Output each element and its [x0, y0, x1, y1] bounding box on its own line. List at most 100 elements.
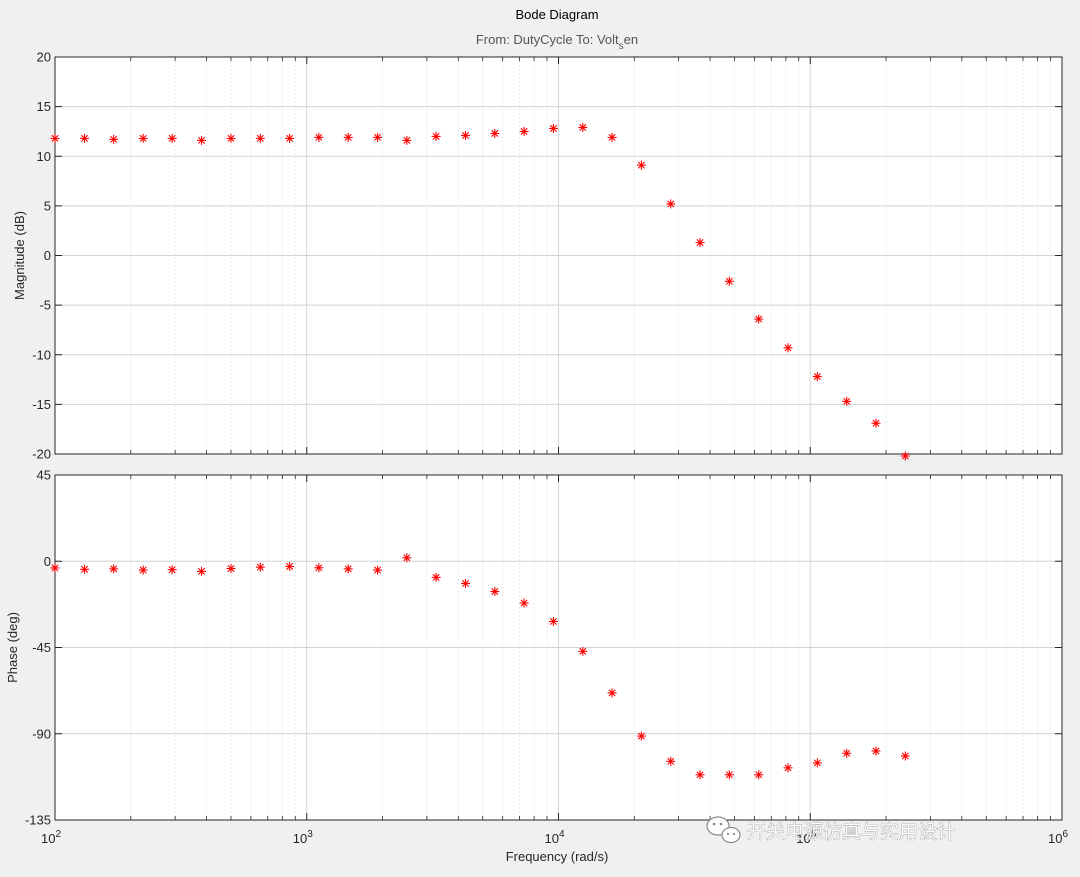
data-point [636, 160, 646, 170]
y-tick-label: -5 [39, 298, 51, 313]
data-point [80, 133, 90, 143]
axes-frame [54, 474, 1063, 821]
y-axis-label: Phase (deg) [5, 612, 20, 683]
data-series [50, 553, 910, 780]
data-point [314, 563, 324, 573]
y-tick-labels: -135 -90 -45 0 45 [25, 468, 51, 828]
data-point [50, 563, 60, 573]
axes-frame [54, 56, 1063, 455]
y-tick-label: 0 [44, 554, 51, 569]
data-point [695, 238, 705, 248]
data-point [724, 276, 734, 286]
data-point [343, 564, 353, 574]
data-point [548, 616, 558, 626]
watermark: 开关电源仿真与实用设计 [706, 816, 956, 844]
data-point [50, 133, 60, 143]
data-point [80, 564, 90, 574]
y-tick-label: 15 [37, 99, 51, 114]
data-point [138, 565, 148, 575]
y-tick-label: -20 [32, 447, 51, 462]
data-point [109, 134, 119, 144]
x-tick-label: 106 [1048, 829, 1068, 846]
data-point [548, 123, 558, 133]
data-point [197, 566, 207, 576]
data-point [197, 135, 207, 145]
data-point [783, 343, 793, 353]
subtitle-subscript: s [619, 41, 624, 52]
data-point [373, 132, 383, 142]
data-point [167, 133, 177, 143]
x-tick-label: 105 [796, 829, 816, 846]
data-point [607, 132, 617, 142]
y-tick-label: -45 [32, 640, 51, 655]
y-tick-label: 20 [37, 50, 51, 65]
x-axis-label: Frequency (rad/s) [506, 849, 609, 864]
data-point [402, 553, 412, 563]
subtitle-suffix: en [624, 32, 638, 47]
data-point [431, 131, 441, 141]
data-point [695, 770, 705, 780]
data-point [842, 396, 852, 406]
data-point [871, 418, 881, 428]
x-tick-label: 103 [293, 829, 313, 846]
data-point [460, 130, 470, 140]
data-point [460, 578, 470, 588]
y-tick-label: -15 [32, 397, 51, 412]
data-point [519, 598, 529, 608]
data-point [167, 565, 177, 575]
data-point [255, 133, 265, 143]
y-tick-label: 45 [37, 468, 51, 483]
data-point [490, 128, 500, 138]
data-point [255, 562, 265, 572]
data-point [578, 122, 588, 132]
subtitle-main: From: DutyCycle To: Volt [476, 32, 619, 47]
data-point [109, 564, 119, 574]
data-series [50, 122, 910, 461]
data-point [519, 126, 529, 136]
data-point [900, 751, 910, 761]
chart-title: Bode Diagram [515, 7, 598, 22]
data-point [724, 770, 734, 780]
data-point [226, 133, 236, 143]
data-point [754, 314, 764, 324]
data-point [578, 646, 588, 656]
y-tick-label: 5 [44, 198, 51, 213]
data-point [842, 748, 852, 758]
data-point [666, 199, 676, 209]
data-point [402, 135, 412, 145]
data-point [900, 451, 910, 461]
data-point [314, 132, 324, 142]
wechat-icon [706, 816, 741, 844]
data-point [138, 133, 148, 143]
chart-subtitle: From: DutyCycle To: Voltsen [476, 32, 638, 52]
data-point [343, 132, 353, 142]
data-point [754, 770, 764, 780]
watermark-text: 开关电源仿真与实用设计 [747, 821, 956, 843]
data-point [490, 587, 500, 597]
y-tick-label: -10 [32, 347, 51, 362]
phase-panel: -135 -90 -45 0 45 Phase (deg) [5, 468, 1063, 828]
data-point [666, 756, 676, 766]
y-tick-label: -90 [32, 726, 51, 741]
data-point [431, 572, 441, 582]
y-axis-label: Magnitude (dB) [12, 211, 27, 300]
data-point [871, 746, 881, 756]
magnitude-panel: -20 -15 -10 -5 0 5 10 15 20 Magnitude (dB) [12, 50, 1063, 462]
y-tick-label: -135 [25, 813, 51, 828]
data-point [607, 688, 617, 698]
y-tick-labels: -20 -15 -10 -5 0 5 10 15 20 [32, 50, 51, 462]
data-point [812, 758, 822, 768]
data-point [285, 133, 295, 143]
x-axis-tick-labels: 102 103 104 105 106 [41, 829, 1068, 846]
data-point [636, 731, 646, 741]
x-tick-label: 104 [544, 829, 564, 846]
data-point [373, 565, 383, 575]
data-point [285, 561, 295, 571]
y-tick-label: 10 [37, 149, 51, 164]
data-point [812, 372, 822, 382]
y-tick-label: 0 [44, 248, 51, 263]
x-tick-label: 102 [41, 829, 61, 846]
data-point [226, 564, 236, 574]
data-point [783, 763, 793, 773]
